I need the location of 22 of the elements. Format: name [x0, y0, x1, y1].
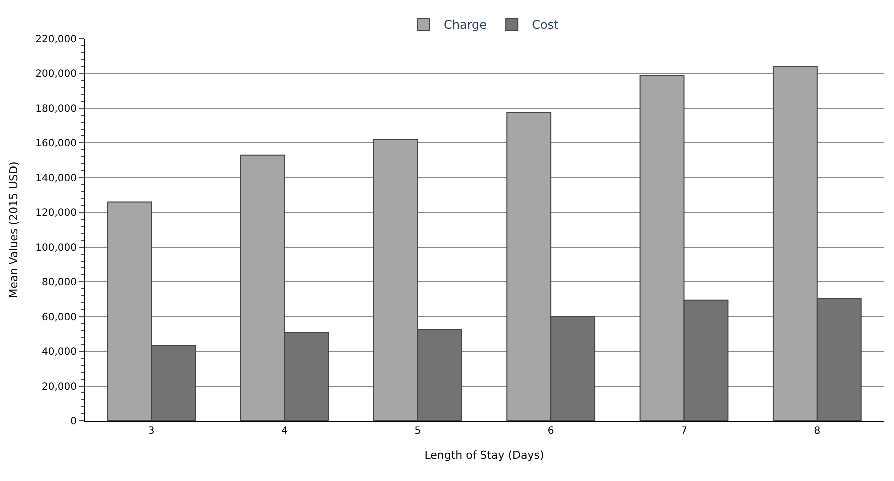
y-tick-label: 140,000: [36, 173, 77, 184]
y-tick-label: 200,000: [36, 69, 77, 80]
x-tick-label: 8: [814, 426, 821, 437]
x-tick-label: 5: [414, 426, 422, 437]
y-tick-label: 80,000: [42, 278, 77, 289]
y-tick-label: 120,000: [36, 208, 77, 220]
x-axis-title: Length of Stay (Days): [424, 449, 544, 462]
x-tick-label: 7: [681, 426, 688, 437]
y-tick-label: 220,000: [36, 34, 77, 46]
y-tick-label: 60,000: [42, 312, 77, 324]
y-tick-label: 100,000: [36, 242, 77, 254]
y-axis-title: Mean Values (2015 USD): [7, 162, 20, 298]
x-tick-label: 4: [282, 426, 288, 437]
legend-label: Cost: [532, 18, 560, 32]
legend-label: Charge: [444, 18, 488, 32]
y-tick-label: 20,000: [42, 382, 77, 393]
x-tick-label: 3: [148, 426, 155, 437]
y-tick-label: 40,000: [42, 347, 77, 358]
y-tick-label: 0: [70, 416, 77, 428]
y-tick-label: 180,000: [36, 104, 77, 115]
x-tick-label: 6: [548, 426, 554, 437]
y-tick-label: 160,000: [36, 138, 77, 150]
